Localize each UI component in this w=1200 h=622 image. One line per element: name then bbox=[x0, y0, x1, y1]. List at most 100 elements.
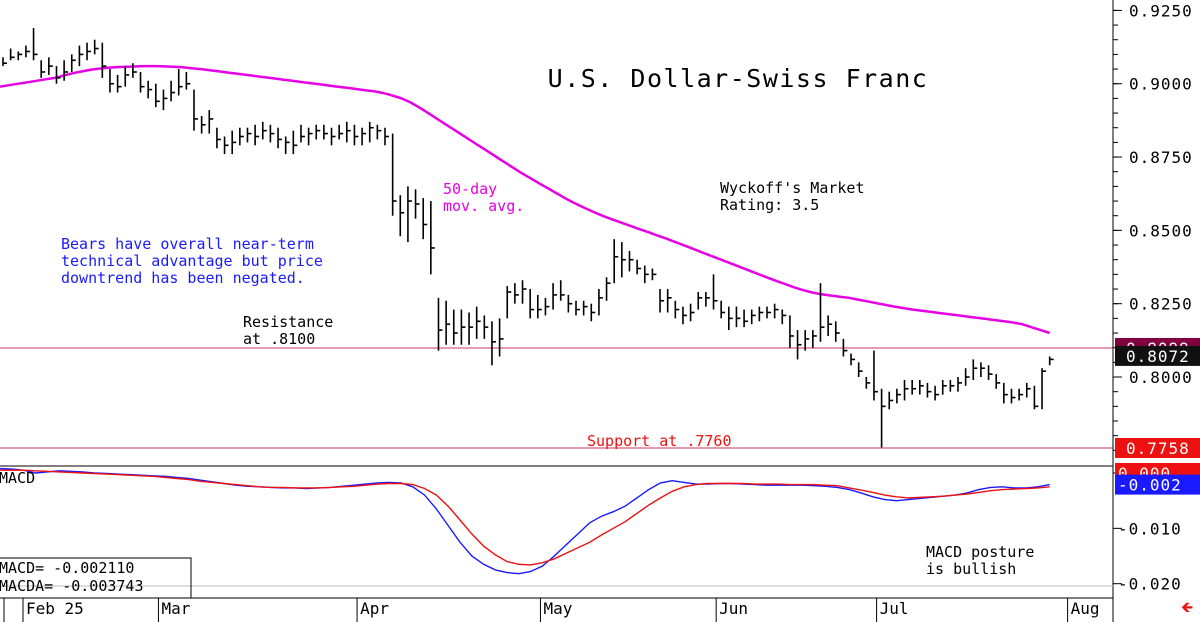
price-bar bbox=[903, 379, 909, 401]
price-bar bbox=[361, 127, 367, 146]
price-bar bbox=[827, 315, 833, 336]
price-bar bbox=[2, 57, 7, 67]
price-bar bbox=[101, 42, 107, 78]
price-bar bbox=[147, 80, 153, 99]
price-y-tick-label: 0.8750 bbox=[1129, 148, 1193, 167]
price-bar bbox=[536, 294, 542, 319]
rating-label: Wyckoff's Market Rating: 3.5 bbox=[720, 179, 865, 214]
price-bar bbox=[162, 89, 168, 111]
chart-title: U.S. Dollar-Swiss Franc bbox=[548, 64, 929, 93]
macd-readout: MACD= -0.002110 bbox=[0, 559, 134, 577]
price-bar bbox=[323, 124, 328, 140]
price-bar bbox=[475, 306, 481, 339]
price-bar bbox=[918, 379, 924, 395]
price-bar bbox=[804, 330, 810, 351]
price-bar bbox=[880, 388, 886, 448]
price-bar bbox=[17, 51, 23, 61]
price-y-tick-label: 0.9000 bbox=[1129, 75, 1193, 94]
price-bar bbox=[636, 259, 642, 275]
price-bar bbox=[980, 362, 985, 378]
price-bar bbox=[491, 321, 496, 366]
price-bar bbox=[743, 309, 749, 328]
back-arrow-icon[interactable]: 🡸 bbox=[1181, 598, 1194, 616]
price-bar bbox=[353, 124, 359, 146]
price-bar bbox=[200, 115, 206, 134]
x-tick-label: Jun bbox=[719, 599, 748, 618]
price-bar bbox=[1048, 356, 1054, 366]
x-tick-label: Apr bbox=[360, 599, 389, 618]
price-bar bbox=[254, 124, 260, 146]
price-bar bbox=[483, 315, 489, 339]
price-bar bbox=[552, 283, 558, 310]
price-bar bbox=[86, 42, 92, 61]
price-bar bbox=[376, 124, 382, 140]
price-bar bbox=[155, 83, 160, 108]
price-bar bbox=[758, 306, 764, 322]
price-bar bbox=[819, 283, 825, 342]
price-bar bbox=[850, 353, 856, 366]
price-bar bbox=[307, 127, 313, 146]
price-bar bbox=[185, 71, 191, 90]
price-bar bbox=[957, 377, 962, 392]
price-bar bbox=[842, 338, 848, 357]
macd-title: MACD bbox=[0, 469, 35, 487]
price-bar bbox=[621, 242, 626, 278]
commentary: Bears have overall near-term technical a… bbox=[61, 235, 323, 287]
price-bar bbox=[590, 303, 596, 322]
price-bar bbox=[70, 54, 76, 72]
price-bar bbox=[261, 121, 267, 140]
price-y-tick-label: 0.8250 bbox=[1129, 295, 1193, 314]
price-bar bbox=[345, 121, 351, 143]
price-bar bbox=[414, 189, 420, 219]
price-bar bbox=[567, 294, 573, 313]
macd-series-line bbox=[0, 469, 1050, 566]
price-bar bbox=[750, 309, 756, 325]
ma-label: 50-day mov. avg. bbox=[443, 180, 525, 215]
price-bar bbox=[1003, 382, 1008, 404]
price-bar bbox=[422, 198, 428, 240]
price-y-tick-label: 0.8500 bbox=[1129, 221, 1193, 240]
price-bar bbox=[170, 80, 176, 102]
price-bar bbox=[25, 45, 30, 58]
price-bar bbox=[1033, 385, 1039, 410]
price-bar bbox=[498, 318, 504, 357]
price-bar bbox=[873, 350, 878, 401]
moving-average-line bbox=[0, 64, 1051, 335]
macd-tag-label: -0.002 bbox=[1118, 476, 1182, 495]
price-bar bbox=[941, 379, 947, 395]
price-bar bbox=[735, 306, 741, 328]
x-tick-label: Jul bbox=[880, 599, 909, 618]
price-bar bbox=[239, 127, 244, 146]
price-bar bbox=[246, 127, 252, 143]
price-bar bbox=[796, 330, 802, 360]
price-bar bbox=[216, 127, 221, 149]
price-bar bbox=[712, 274, 718, 310]
price-bar bbox=[391, 133, 397, 216]
price-bar bbox=[773, 303, 779, 319]
price-tag bbox=[1115, 437, 1200, 458]
macd-y-tick-label: -0.020 bbox=[1118, 575, 1182, 594]
price-bar bbox=[766, 306, 771, 319]
price-bar bbox=[1010, 388, 1016, 404]
price-bar bbox=[506, 286, 512, 319]
price-bar bbox=[727, 306, 733, 331]
price-bar bbox=[109, 69, 114, 93]
price-bar bbox=[384, 127, 389, 146]
macd-tag bbox=[1115, 474, 1200, 495]
price-y-tick-label: 0.8000 bbox=[1129, 368, 1193, 387]
macd-panel bbox=[0, 467, 1050, 575]
price-bar bbox=[139, 71, 145, 93]
price-y-tick-label: 0.9250 bbox=[1129, 1, 1193, 20]
price-bar bbox=[812, 330, 817, 348]
price-bar bbox=[407, 186, 412, 243]
price-bar bbox=[437, 297, 443, 351]
price-bar bbox=[430, 201, 435, 275]
price-bar bbox=[1041, 368, 1047, 410]
price-bar bbox=[529, 289, 535, 319]
price-bar bbox=[521, 280, 527, 304]
price-bar bbox=[949, 379, 955, 392]
price-bar bbox=[896, 388, 901, 404]
price-bar bbox=[55, 66, 61, 84]
price-bar bbox=[575, 300, 580, 316]
